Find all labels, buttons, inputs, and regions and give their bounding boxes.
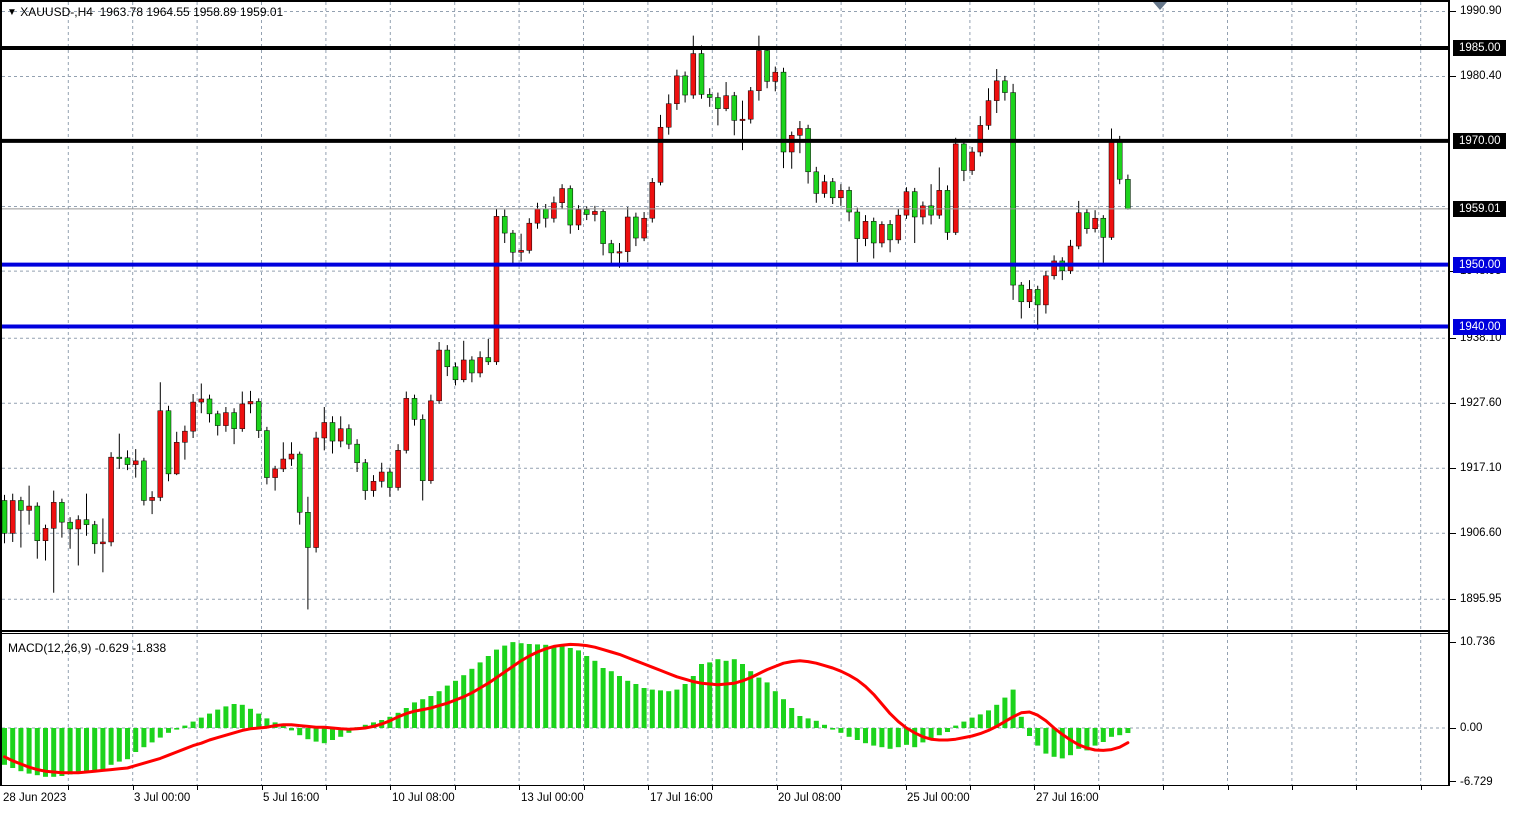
price-axis-tick [1450, 727, 1456, 729]
price-level-badge[interactable]: 1985.00 [1453, 40, 1506, 56]
price-axis-tick [1450, 781, 1456, 783]
time-axis-tick [1034, 786, 1036, 790]
price-axis-label: 1906.60 [1460, 527, 1502, 540]
price-axis-label: 1980.40 [1460, 70, 1502, 83]
time-axis-tick [1420, 786, 1422, 790]
time-axis-label: 17 Jul 16:00 [650, 792, 713, 804]
price-axis-tick [1450, 467, 1456, 469]
time-axis-tick [1291, 786, 1293, 790]
levels-layer[interactable] [2, 46, 1448, 329]
price-axis-label-hidden: 1938.10 [1460, 332, 1502, 345]
macd-indicator-panel[interactable] [0, 634, 1450, 786]
macd-histogram-layer [2, 642, 1131, 777]
time-axis-tick [647, 786, 649, 790]
time-axis-tick [68, 786, 70, 790]
price-axis-tick [1450, 337, 1456, 339]
symbol-dropdown-icon[interactable]: ▼ [7, 7, 17, 18]
time-axis-tick [712, 786, 714, 790]
time-axis-tick [132, 786, 134, 790]
time-axis-tick [1227, 786, 1229, 790]
price-axis-tick [1450, 402, 1456, 404]
grid-layer [2, 2, 1448, 630]
price-axis[interactable]: 1990.90 1980.40 1927.60 1917.10 1906.60 1895.… [1450, 0, 1526, 788]
chart-shift-marker-icon[interactable] [1153, 2, 1167, 10]
time-axis-tick [390, 786, 392, 790]
price-level-badge[interactable]: 1940.00 [1453, 318, 1506, 335]
macd-name-label: MACD(12,26,9) [8, 641, 92, 655]
time-axis-label: 10 Jul 08:00 [392, 792, 455, 804]
time-axis[interactable]: 28 Jun 2023 3 Jul 00:00 5 Jul 16:00 10 Jul … [0, 786, 1526, 813]
time-axis-tick [261, 786, 263, 790]
time-axis-label: 28 Jun 2023 [3, 792, 67, 804]
price-level-badge[interactable]: 1950.00 [1453, 256, 1506, 273]
time-axis-tick [905, 786, 907, 790]
price-axis-tick [1450, 598, 1456, 600]
ohlc-open-value: 1963.78 [99, 5, 143, 19]
time-axis-label: 5 Jul 16:00 [263, 792, 320, 804]
time-axis-tick [1098, 786, 1100, 790]
macd-indicator-label: MACD(12,26,9) -0.629 -1.838 [8, 641, 166, 655]
time-axis-tick [969, 786, 971, 790]
candles-layer [1, 35, 1131, 610]
macd-chart-canvas[interactable] [0, 634, 1450, 786]
time-axis-tick [776, 786, 778, 790]
price-axis-separator [1448, 0, 1450, 786]
macd-signal-line [3, 642, 1130, 775]
price-level-badge[interactable]: 1970.00 [1453, 132, 1506, 149]
macd-bottom-border [0, 785, 1450, 786]
time-axis-tick [583, 786, 585, 790]
ohlc-high-value: 1964.55 [146, 5, 190, 19]
chart-title: ▼ XAUUSD-,H4 1963.78 1964.55 1958.89 195… [7, 5, 283, 19]
chart-left-border [0, 0, 2, 786]
chart-top-border [0, 0, 1451, 2]
time-axis-label: 13 Jul 00:00 [521, 792, 584, 804]
macd-axis-label: 10.736 [1460, 636, 1496, 649]
time-axis-tick [325, 786, 327, 790]
candlestick-chart-canvas[interactable] [0, 0, 1450, 631]
price-axis-tick [1450, 532, 1456, 534]
price-axis-label: 1990.90 [1460, 5, 1502, 18]
price-axis-tick [1450, 10, 1456, 12]
time-axis-tick [841, 786, 843, 790]
ohlc-close-value: 1959.01 [239, 5, 284, 19]
price-axis-label: 1927.60 [1460, 397, 1502, 410]
price-axis-tick [1450, 641, 1456, 643]
time-axis-tick [519, 786, 521, 790]
macd-main-value: -0.629 [94, 641, 129, 655]
price-axis-label: 1895.95 [1460, 593, 1502, 606]
price-axis-tick [1450, 75, 1456, 77]
panel-separator-line [0, 633, 1450, 634]
time-axis-label: 3 Jul 00:00 [134, 792, 191, 804]
time-axis-tick [197, 786, 199, 790]
time-axis-tick [454, 786, 456, 790]
time-axis-label: 27 Jul 16:00 [1036, 792, 1099, 804]
main-chart-panel[interactable] [0, 0, 1450, 631]
symbol-timeframe-label: XAUUSD-,H4 [20, 5, 93, 19]
time-axis-label: 25 Jul 00:00 [907, 792, 970, 804]
ohlc-low-value: 1958.89 [193, 5, 237, 19]
macd-signal-value: -1.838 [132, 641, 167, 655]
price-level-badge[interactable]: 1959.01 [1453, 200, 1506, 217]
macd-axis-label: -6.729 [1460, 775, 1493, 788]
panel-separator[interactable] [0, 630, 1450, 632]
time-axis-label: 20 Jul 08:00 [778, 792, 841, 804]
price-axis-label: 1917.10 [1460, 462, 1502, 475]
time-axis-tick [1163, 786, 1165, 790]
time-axis-tick [1356, 786, 1358, 790]
macd-axis-label: 0.00 [1460, 722, 1483, 734]
